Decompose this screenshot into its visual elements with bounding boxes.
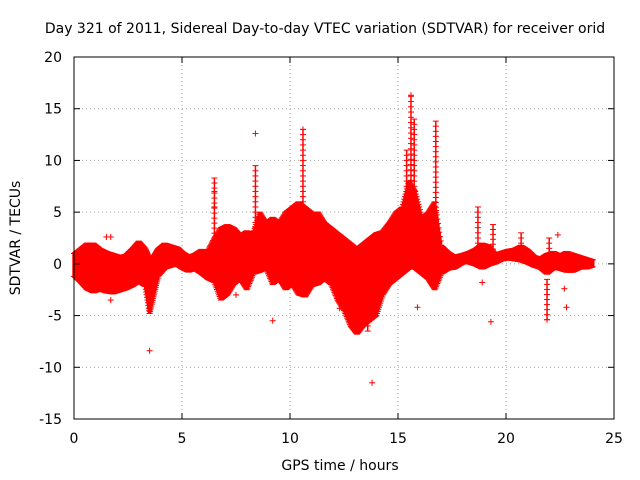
data-point <box>554 231 561 238</box>
data-point <box>146 347 153 354</box>
data-point <box>211 188 218 195</box>
x-tick-label: 0 <box>70 431 79 447</box>
data-point <box>336 305 343 312</box>
y-tick-label: 5 <box>53 205 62 221</box>
data-band <box>71 180 596 335</box>
data-point <box>107 297 114 304</box>
x-axis-label: GPS time / hours <box>281 458 398 474</box>
data-point <box>407 92 414 99</box>
y-axis-label: SDTVAR / TECUs <box>8 181 24 296</box>
x-tick-label: 10 <box>281 431 299 447</box>
y-tick-label: 20 <box>44 50 62 66</box>
y-tick-label: 0 <box>53 257 62 273</box>
data-spike <box>518 232 525 260</box>
data-spike <box>432 120 439 255</box>
data-spike <box>252 165 259 244</box>
data-spike <box>411 118 418 244</box>
x-tick-label: 15 <box>389 431 407 447</box>
y-tick-label: -10 <box>39 360 62 376</box>
data-point <box>563 304 570 311</box>
data-point <box>561 285 568 292</box>
data-series <box>71 92 596 386</box>
data-point <box>479 279 486 286</box>
data-spike <box>546 237 553 260</box>
y-tick-label: 10 <box>44 153 62 169</box>
plot-frame <box>73 56 615 420</box>
data-spike <box>474 206 481 260</box>
data-point <box>233 291 239 298</box>
data-spike <box>299 128 306 265</box>
data-point <box>414 304 421 311</box>
data-point <box>107 233 114 240</box>
axes: 0 5 10 15 20 25 -15 -10 -5 0 5 10 15 20 <box>39 50 623 447</box>
x-tick-label: 5 <box>178 431 187 447</box>
y-tick-label: -15 <box>39 412 62 428</box>
data-spike <box>146 284 153 315</box>
chart-title: Day 321 of 2011, Sidereal Day-to-day VTE… <box>45 21 605 37</box>
data-point <box>211 203 218 210</box>
y-tick-label: 15 <box>44 102 62 118</box>
y-tick-label: -5 <box>48 309 62 325</box>
data-point <box>369 379 376 386</box>
data-point <box>269 317 276 324</box>
data-point <box>487 318 494 325</box>
data-point <box>252 130 259 137</box>
data-spike <box>490 224 497 265</box>
x-tick-label: 20 <box>497 431 515 447</box>
data-spike <box>364 284 371 332</box>
x-tick-label: 25 <box>605 431 623 447</box>
data-point <box>544 316 551 323</box>
data-point <box>299 126 306 133</box>
